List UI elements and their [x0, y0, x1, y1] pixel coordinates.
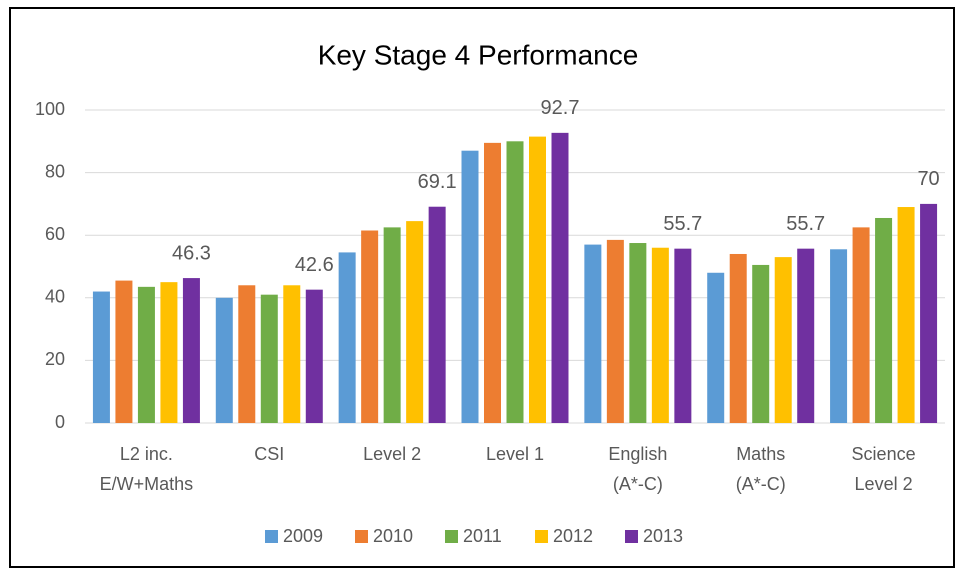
x-tick-label: Maths: [736, 444, 785, 464]
bar: [160, 282, 178, 423]
bar: [361, 230, 379, 423]
legend-swatch: [445, 530, 458, 543]
y-tick-label: 20: [45, 349, 65, 369]
bar: [606, 239, 624, 423]
y-tick-label: 40: [45, 287, 65, 307]
x-tick-label: Science: [852, 444, 916, 464]
bar: [305, 289, 323, 423]
y-tick-label: 0: [55, 412, 65, 432]
bar: [674, 248, 692, 423]
data-label: 46.3: [172, 242, 211, 264]
bar: [428, 206, 446, 423]
x-tick-label: Level 1: [486, 444, 544, 464]
bar: [137, 286, 155, 423]
bar: [852, 227, 870, 423]
y-tick-label: 80: [45, 161, 65, 181]
bar: [461, 150, 479, 423]
bar: [752, 264, 770, 423]
bar: [729, 253, 747, 423]
bar: [406, 221, 424, 423]
x-tick-label: (A*-C): [613, 474, 663, 494]
bar: [920, 203, 938, 423]
bar: [529, 136, 546, 424]
bar: [774, 257, 792, 423]
bar: [797, 248, 815, 423]
bar: [629, 243, 647, 423]
bar: [651, 247, 669, 423]
bar: [92, 291, 110, 423]
x-tick-label: Level 2: [855, 474, 913, 494]
data-label: 70: [917, 168, 939, 190]
legend-swatch: [535, 530, 548, 543]
bar: [897, 207, 915, 423]
chart-title: Key Stage 4 Performance: [318, 39, 639, 70]
bar: [383, 227, 401, 423]
data-label: 55.7: [786, 213, 825, 235]
legend-label: 2011: [463, 526, 502, 546]
bar: [484, 142, 501, 424]
data-label: 92.7: [541, 97, 580, 119]
data-label: 69.1: [418, 171, 457, 193]
legend-swatch: [625, 530, 638, 543]
x-tick-label: L2 inc.: [120, 444, 173, 464]
data-label: 55.7: [663, 213, 702, 235]
x-tick-label: E/W+Maths: [100, 474, 194, 494]
legend-label: 2009: [283, 526, 323, 546]
data-label: 42.6: [295, 254, 334, 276]
legend-label: 2012: [553, 526, 593, 546]
bar: [238, 285, 256, 423]
bar: [506, 141, 524, 424]
bar: [260, 294, 278, 423]
legend-label: 2010: [373, 526, 413, 546]
legend-swatch: [355, 530, 368, 543]
y-tick-label: 100: [35, 99, 65, 119]
bar: [551, 132, 569, 423]
x-tick-label: CSI: [254, 444, 284, 464]
bar: [182, 278, 200, 423]
bar: [338, 252, 356, 423]
legend-label: 2013: [643, 526, 683, 546]
bar: [584, 244, 602, 423]
y-tick-label: 60: [45, 224, 65, 244]
bar: [283, 285, 301, 423]
legend-swatch: [265, 530, 278, 543]
bar: [215, 297, 233, 423]
bar: [115, 280, 133, 423]
x-tick-label: English: [608, 444, 667, 464]
bar: [875, 217, 893, 423]
x-tick-label: (A*-C): [736, 474, 786, 494]
bar: [707, 272, 725, 423]
x-tick-label: Level 2: [363, 444, 421, 464]
bar: [830, 249, 848, 423]
